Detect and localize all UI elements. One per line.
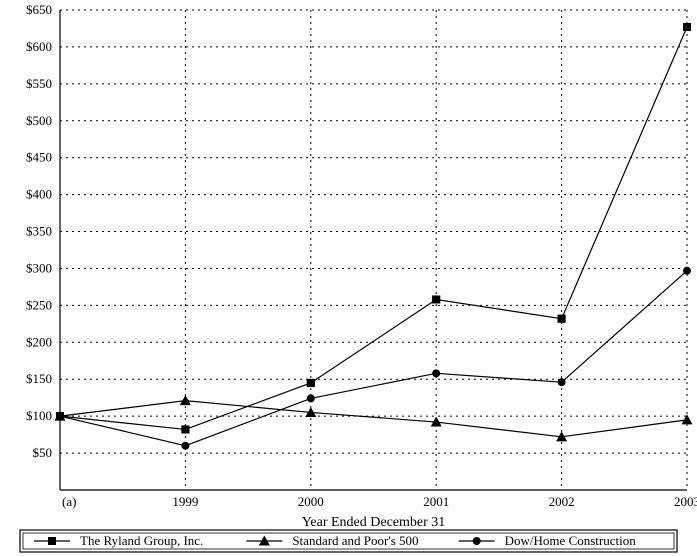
legend-label: Standard and Poor's 500	[292, 533, 418, 548]
line-chart: $50 $100 $150 $200 $250 $300 $350 $400 $450 $500 $…	[0, 0, 697, 557]
y-tick-label: $350	[26, 224, 52, 239]
x-tick-label: 2002	[549, 494, 575, 509]
x-tick-label: 2001	[423, 494, 449, 509]
x-tick-label: 2003	[674, 494, 697, 509]
x-tick-label: (a)	[62, 494, 76, 509]
x-tick-label: 2000	[298, 494, 324, 509]
y-tick-label: $450	[26, 150, 52, 165]
y-tick-label: $100	[26, 408, 52, 423]
y-tick-label: $500	[26, 113, 52, 128]
chart-container: $50 $100 $150 $200 $250 $300 $350 $400 $450 $500 $…	[0, 0, 697, 557]
legend-label: The Ryland Group, Inc.	[80, 533, 203, 548]
y-tick-label: $150	[26, 371, 52, 386]
y-tick-label: $400	[26, 187, 52, 202]
legend-label: Dow/Home Construction	[505, 533, 637, 548]
y-tick-label: $250	[26, 297, 52, 312]
y-tick-label: $600	[26, 39, 52, 54]
y-tick-label: $550	[26, 76, 52, 91]
y-tick-label: $650	[26, 2, 52, 17]
x-tick-label: 1999	[172, 494, 198, 509]
y-tick-label: $50	[33, 445, 53, 460]
y-tick-label: $200	[26, 334, 52, 349]
x-axis-label: Year Ended December 31	[302, 515, 446, 530]
y-tick-label: $300	[26, 260, 52, 275]
